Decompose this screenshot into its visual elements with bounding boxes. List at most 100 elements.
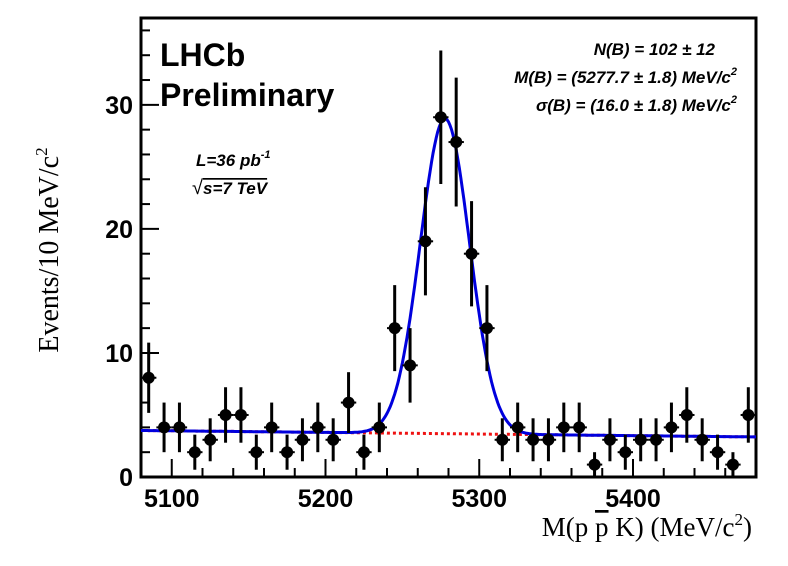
x-tick-label: 5200 (298, 485, 354, 513)
data-point (325, 418, 341, 462)
point-marker (219, 408, 232, 421)
point-marker (250, 446, 263, 459)
data-point (279, 434, 295, 470)
data-point (694, 418, 710, 462)
data-point (448, 77, 464, 207)
sqrt-symbol: √ (192, 177, 203, 199)
data-point (725, 452, 741, 477)
x-tick-label: 5300 (451, 485, 507, 513)
data-point (679, 387, 695, 443)
status-label: Preliminary (160, 77, 335, 113)
data-point (525, 418, 541, 462)
point-marker (281, 446, 294, 459)
point-marker (573, 421, 586, 434)
data-point (217, 387, 234, 443)
fit-mass-label: M(B) = (5277.7 ± 1.8) MeV/c2 (514, 66, 737, 87)
data-point (433, 50, 449, 185)
y-tick-label: 20 (105, 216, 133, 244)
data-point (171, 402, 188, 453)
data-point (417, 187, 434, 296)
energy-label: √s=7 TeV (192, 177, 269, 199)
luminosity-label: L=36 pb-1 (196, 149, 271, 170)
data-point (202, 418, 218, 462)
point-marker (603, 433, 616, 446)
fit-width-label: σ(B) = (16.0 ± 1.8) MeV/c2 (536, 94, 737, 115)
point-marker (726, 458, 739, 471)
y-axis: 0 10 20 30 (105, 29, 159, 492)
data-point (387, 285, 403, 372)
data-point (510, 402, 526, 453)
point-marker (173, 421, 186, 434)
point-marker (373, 421, 386, 434)
data-point (709, 434, 726, 470)
data-points (141, 50, 756, 477)
point-marker (542, 433, 555, 446)
data-point (633, 418, 649, 462)
point-marker (327, 433, 340, 446)
x-axis-label: M(p p K) (MeV/c2) (542, 510, 752, 542)
data-point (494, 418, 510, 462)
point-marker (680, 408, 693, 421)
x-axis-label-pbar: p (595, 512, 609, 542)
data-point (617, 434, 633, 470)
point-marker (665, 421, 678, 434)
data-point (187, 434, 203, 470)
point-marker (511, 421, 524, 434)
data-point (264, 402, 280, 453)
data-point (740, 387, 756, 443)
data-point (479, 285, 495, 372)
data-point (156, 402, 172, 453)
y-axis-label: Events/10 MeV/c2 (32, 147, 65, 352)
data-point (556, 402, 572, 453)
data-point (356, 434, 372, 470)
data-point (463, 201, 480, 307)
y-tick-label: 0 (119, 464, 133, 492)
data-point (371, 402, 387, 453)
point-marker (742, 408, 755, 421)
data-point (663, 402, 680, 453)
point-marker (650, 433, 663, 446)
point-marker (696, 433, 709, 446)
data-point (248, 434, 264, 470)
point-marker (588, 458, 601, 471)
point-marker (527, 433, 540, 446)
point-marker (419, 235, 432, 248)
point-marker (388, 322, 401, 335)
x-tick-label: 5100 (144, 485, 200, 513)
data-point (540, 418, 557, 462)
fit-yield-label: N(B) = 102 ± 12 (594, 40, 716, 59)
point-marker (496, 433, 509, 446)
data-point (402, 328, 418, 403)
y-tick-label: 30 (105, 92, 133, 120)
x-axis: 5100 5200 5300 5400 (140, 459, 757, 513)
point-marker (480, 322, 493, 335)
point-marker (465, 247, 478, 260)
point-marker (434, 111, 447, 124)
data-point (233, 387, 249, 443)
point-marker (619, 446, 632, 459)
data-point (648, 418, 664, 462)
point-marker (357, 446, 370, 459)
y-tick-label: 10 (105, 340, 133, 368)
point-marker (158, 421, 171, 434)
point-marker (634, 433, 647, 446)
y-axis-label-sup: 2 (32, 147, 51, 156)
point-marker (204, 433, 217, 446)
data-point (586, 452, 603, 477)
point-marker (142, 371, 155, 384)
data-point (571, 402, 587, 453)
x-tick-label: 5400 (605, 485, 661, 513)
data-point (340, 372, 357, 433)
point-marker (711, 446, 724, 459)
point-marker (188, 446, 201, 459)
data-point (602, 418, 618, 462)
experiment-label: LHCb (160, 37, 245, 73)
point-marker (311, 421, 324, 434)
point-marker (557, 421, 570, 434)
point-marker (450, 136, 463, 149)
data-point (141, 342, 157, 413)
data-point (310, 402, 326, 453)
data-point (294, 418, 311, 462)
point-marker (296, 433, 309, 446)
